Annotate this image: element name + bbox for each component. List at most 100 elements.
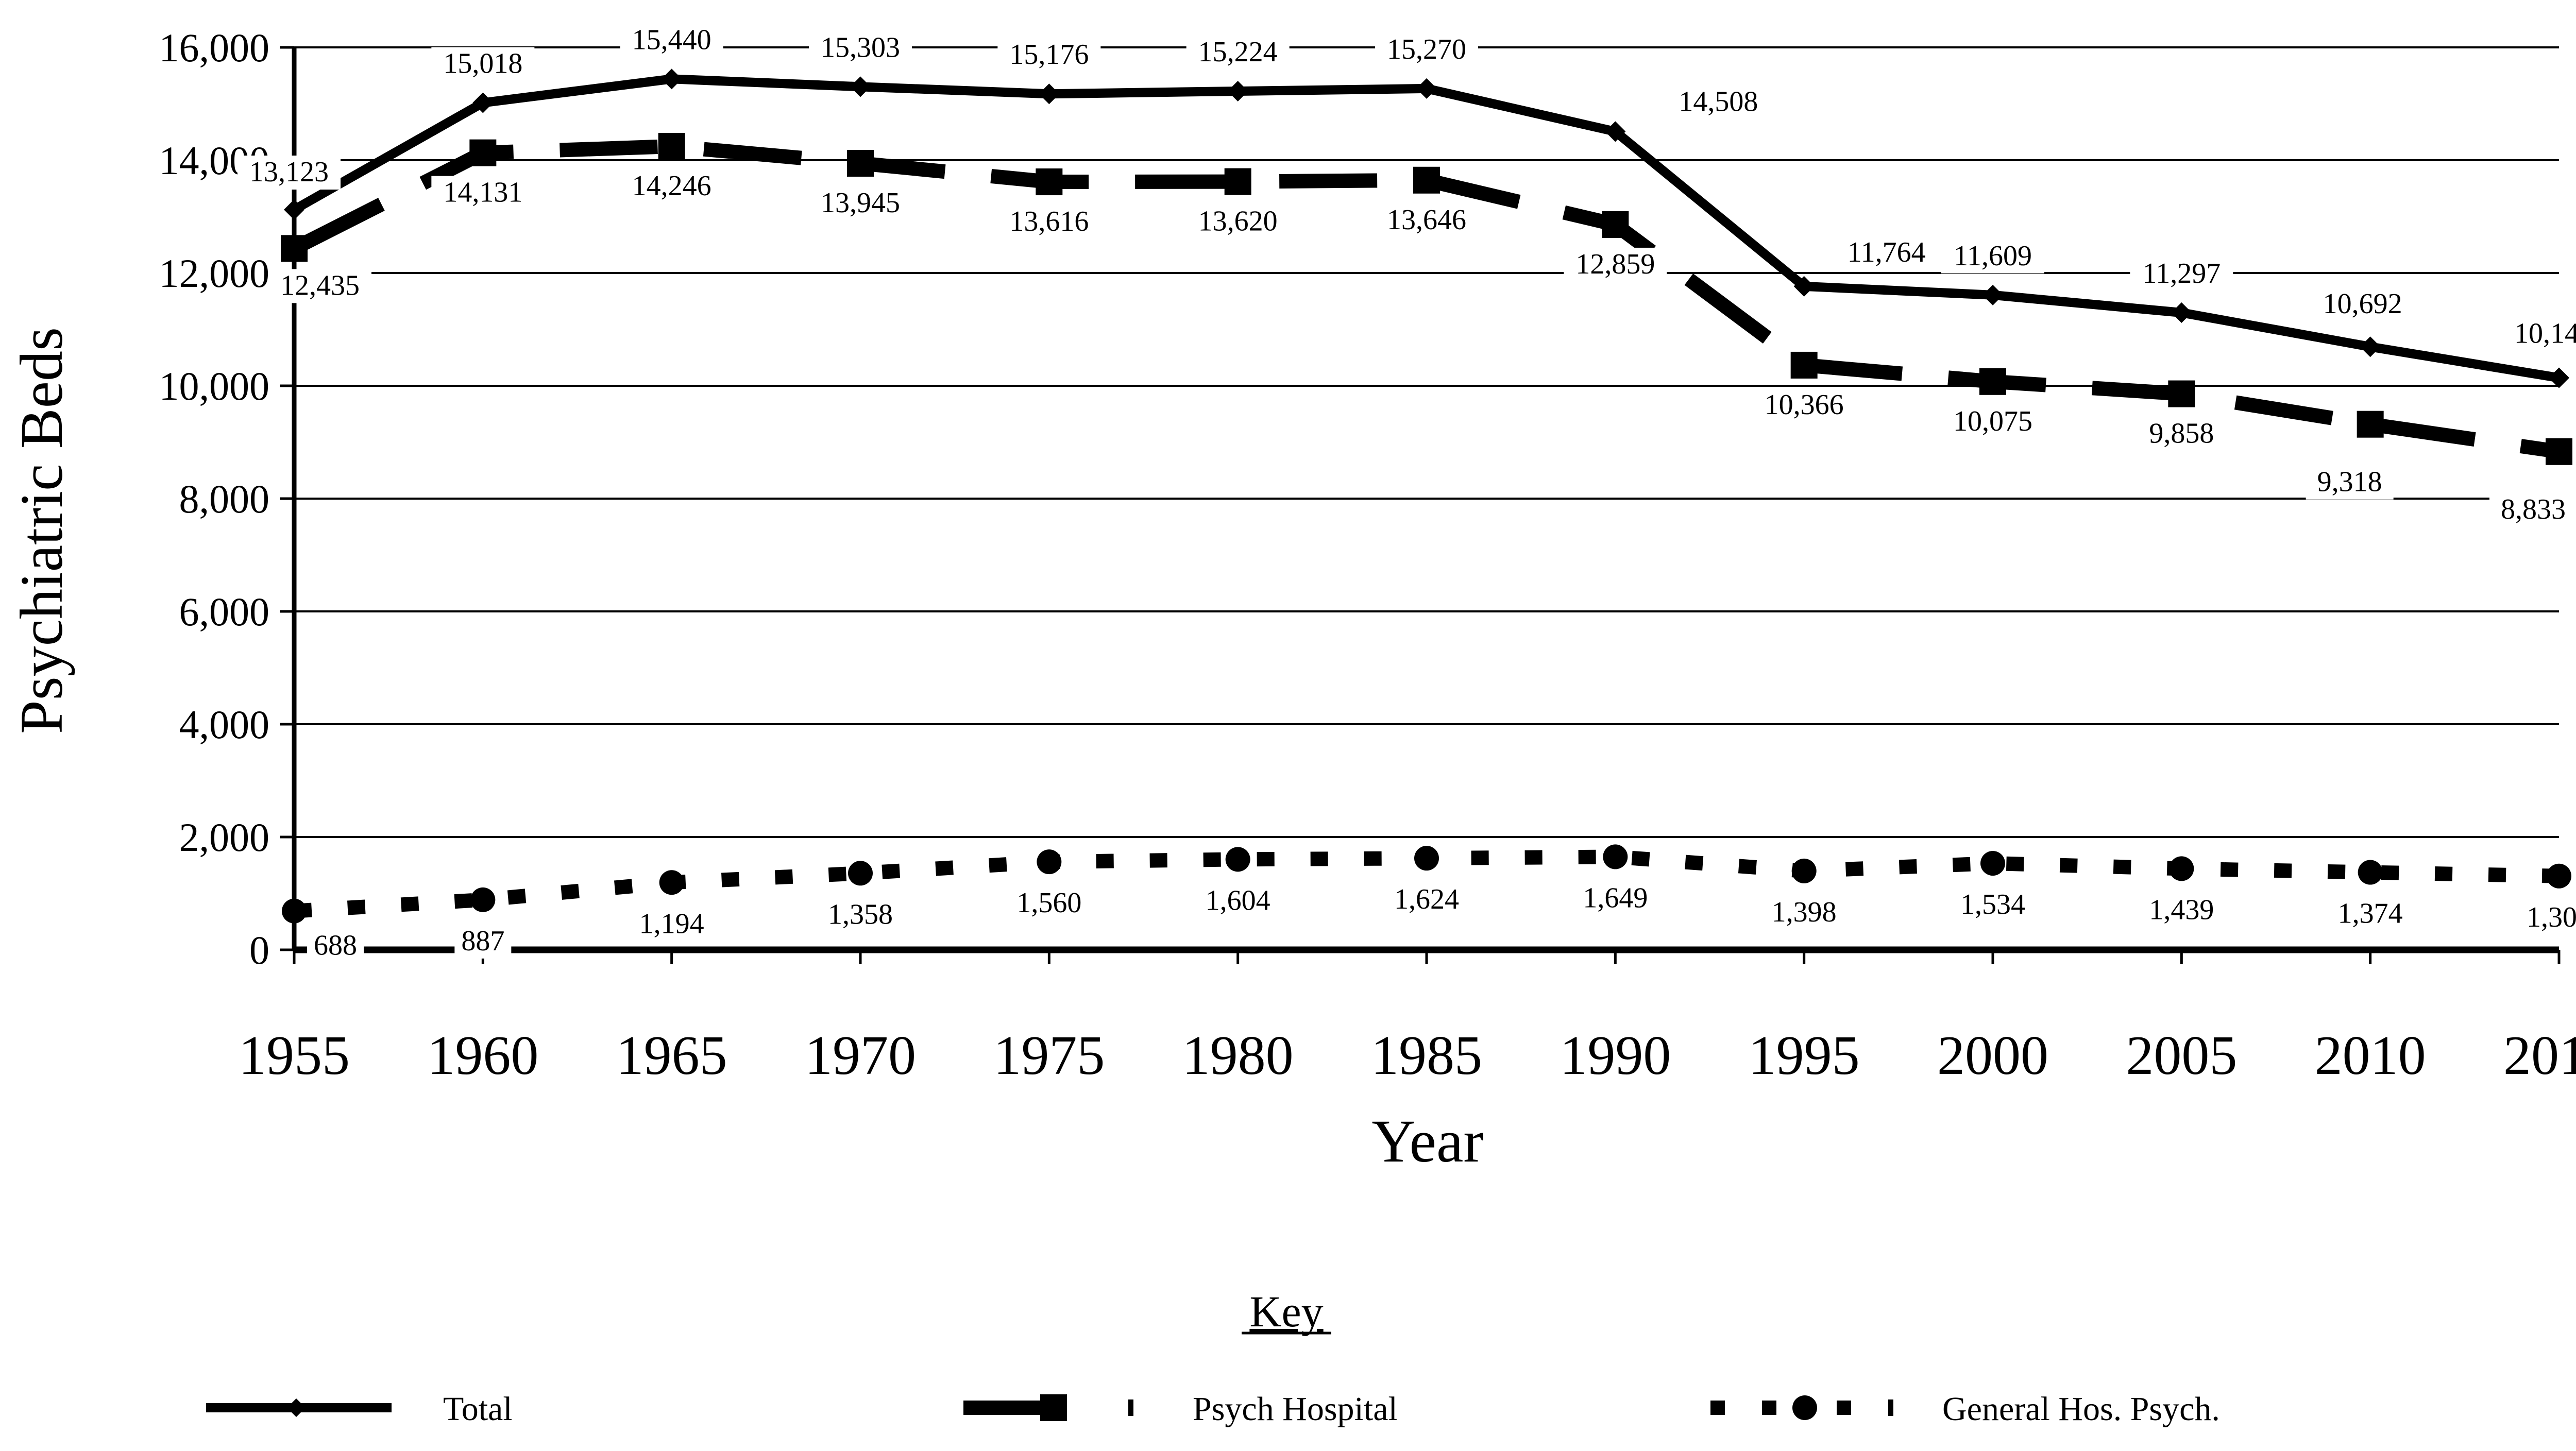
data-label-bg bbox=[997, 38, 1101, 73]
data-point bbox=[2547, 863, 2571, 889]
data-label: 1,194 bbox=[639, 908, 704, 940]
data-label: 887 bbox=[461, 925, 504, 957]
data-point bbox=[1227, 80, 1248, 101]
data-label-bg bbox=[454, 924, 512, 959]
data-point bbox=[2171, 302, 2192, 323]
y-axis-title: Psychiatric Beds bbox=[8, 327, 75, 734]
data-label-bg bbox=[2326, 897, 2414, 931]
data-label-bg bbox=[1186, 204, 1290, 239]
data-label: 13,123 bbox=[249, 156, 329, 188]
data-label-bg bbox=[2311, 287, 2414, 322]
x-axis-title: Year bbox=[1371, 1107, 1483, 1175]
data-point bbox=[1602, 211, 1629, 238]
data-label: 14,246 bbox=[632, 170, 711, 202]
data-label: 1,649 bbox=[1583, 882, 1648, 914]
data-label-bg bbox=[1941, 239, 2044, 274]
data-label: 11,764 bbox=[1848, 236, 1926, 268]
x-axis-ticks: 1955 1960 1965 1970 1975 1980 1985 1990 1995 2000… bbox=[239, 950, 2576, 1086]
data-label-bg bbox=[1667, 85, 1770, 120]
data-point bbox=[1980, 851, 2005, 876]
data-labels: 13,123 15,018 15,440 15,303 15,176 15,224 15,2… bbox=[238, 23, 2576, 963]
data-label-bg bbox=[1571, 881, 1659, 916]
data-label-bg bbox=[620, 169, 723, 204]
data-label-bg bbox=[2130, 257, 2233, 291]
legend-swatch-dash bbox=[1837, 1401, 1851, 1415]
data-label-bg bbox=[1194, 884, 1282, 918]
legend-label: Total bbox=[443, 1390, 513, 1428]
axes bbox=[292, 47, 2559, 953]
legend-label: General Hos. Psych. bbox=[1942, 1390, 2220, 1428]
y-axis-ticks: 02,0004,0006,0008,00010,00012,00014,0001… bbox=[159, 25, 294, 972]
data-label: 14,131 bbox=[443, 177, 522, 209]
data-point bbox=[1039, 83, 1060, 105]
data-label-bg bbox=[1375, 32, 1478, 67]
data-label-bg bbox=[1383, 883, 1470, 917]
data-label: 10,075 bbox=[1953, 405, 2032, 437]
data-label: 13,945 bbox=[821, 187, 900, 219]
data-point bbox=[1036, 168, 1063, 196]
data-point bbox=[470, 887, 496, 912]
y-tick-label: 6,000 bbox=[179, 589, 270, 634]
data-point bbox=[847, 150, 874, 177]
data-point bbox=[469, 139, 497, 166]
data-label: 13,620 bbox=[1198, 206, 1278, 237]
x-tick-label: 2005 bbox=[2126, 1025, 2237, 1086]
data-point bbox=[848, 861, 873, 886]
data-label: 12,859 bbox=[1575, 248, 1655, 280]
data-label-bg bbox=[1186, 35, 1290, 70]
x-tick-label: 1965 bbox=[616, 1025, 727, 1086]
y-tick-label: 12,000 bbox=[159, 251, 270, 296]
data-label-bg bbox=[2138, 417, 2226, 451]
x-tick-label: 1995 bbox=[1749, 1025, 1860, 1086]
data-point bbox=[1605, 121, 1626, 142]
data-point bbox=[661, 69, 682, 90]
data-label-bg bbox=[809, 186, 912, 221]
data-label: 10,692 bbox=[2323, 288, 2402, 320]
data-label: 12,435 bbox=[280, 269, 360, 301]
data-label: 1,358 bbox=[828, 898, 893, 930]
data-point bbox=[850, 76, 871, 97]
data-label-bg bbox=[2138, 893, 2226, 928]
data-label-bg bbox=[431, 47, 535, 81]
data-label-bg bbox=[1760, 895, 1848, 930]
data-label: 10,141 bbox=[2514, 318, 2576, 350]
gridlines bbox=[294, 46, 2559, 838]
legend-swatch-dash bbox=[1762, 1401, 1776, 1415]
data-label-bg bbox=[2489, 492, 2576, 527]
data-point bbox=[2168, 380, 2195, 407]
legend-title: Key bbox=[1249, 1287, 1323, 1336]
data-point bbox=[1793, 276, 1815, 297]
data-label: 1,604 bbox=[1206, 884, 1270, 916]
data-label-bg bbox=[1835, 235, 1938, 270]
x-tick-label: 2000 bbox=[1937, 1025, 2048, 1086]
data-point bbox=[472, 92, 494, 113]
data-label-bg bbox=[1941, 404, 2044, 439]
data-label: 1,534 bbox=[1960, 889, 2025, 920]
legend: Total Psych Hospital General Hos. Psych. bbox=[206, 1390, 2220, 1428]
data-point bbox=[1037, 849, 1062, 875]
x-tick-label: 1985 bbox=[1371, 1025, 1482, 1086]
data-point bbox=[284, 199, 304, 220]
data-point bbox=[1416, 78, 1437, 99]
y-tick-label: 8,000 bbox=[179, 476, 270, 521]
data-point bbox=[282, 898, 307, 924]
data-label: 15,224 bbox=[1198, 36, 1278, 68]
data-point bbox=[658, 133, 685, 160]
data-point bbox=[1224, 168, 1251, 195]
legend-label: Psych Hospital bbox=[1193, 1390, 1398, 1428]
x-tick-label: 1990 bbox=[1560, 1025, 1671, 1086]
data-label: 8,833 bbox=[2501, 493, 2566, 525]
legend-swatch-dash bbox=[1888, 1399, 1893, 1416]
x-tick-label: 1960 bbox=[427, 1025, 538, 1086]
data-point bbox=[2169, 856, 2194, 881]
data-point bbox=[1791, 858, 1817, 883]
data-label-bg bbox=[1005, 886, 1093, 921]
data-label: 15,303 bbox=[821, 31, 900, 63]
data-label: 1,374 bbox=[2338, 898, 2403, 930]
data-label: 15,176 bbox=[1009, 39, 1089, 71]
x-tick-label: 1975 bbox=[993, 1025, 1105, 1086]
data-point bbox=[287, 1398, 306, 1417]
y-tick-label: 2,000 bbox=[179, 815, 270, 860]
data-point bbox=[1603, 844, 1628, 869]
data-label: 1,560 bbox=[1016, 887, 1081, 919]
